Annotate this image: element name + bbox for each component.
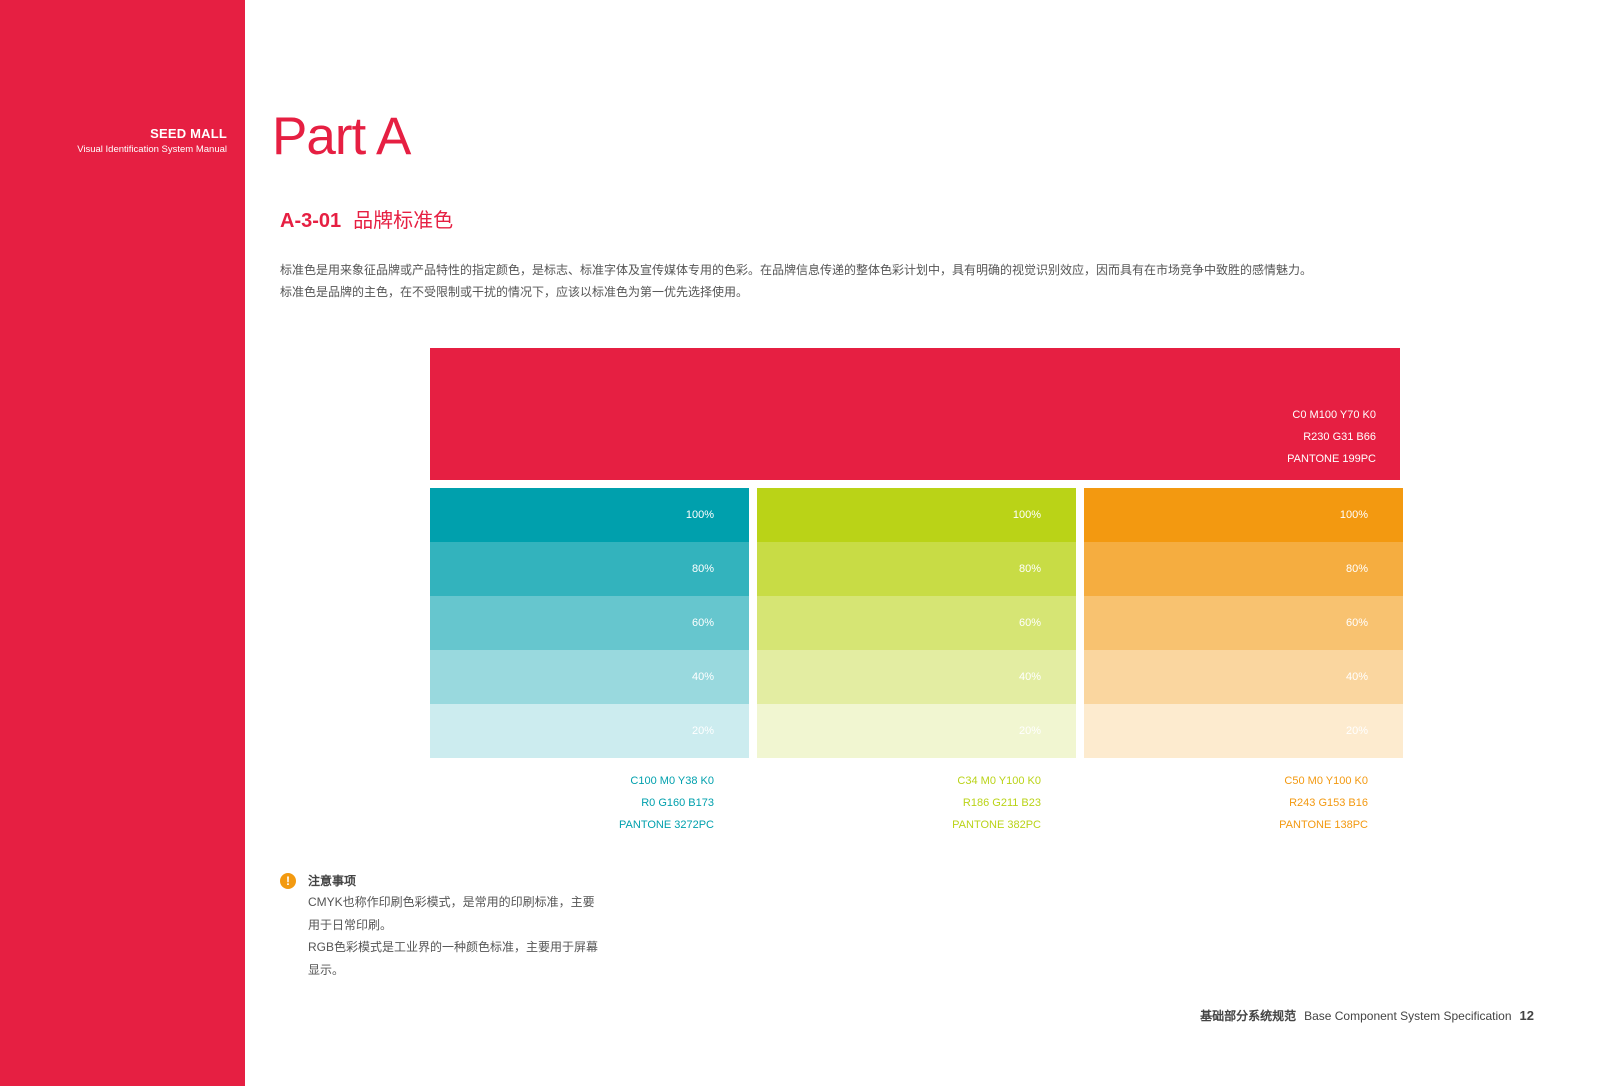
tint-80: 80% <box>430 542 749 596</box>
tint-label: 40% <box>1018 671 1041 683</box>
note-body: CMYK也称作印刷色彩模式，是常用的印刷标准，主要 用于日常印刷。 RGB色彩模… <box>308 891 640 981</box>
note-header: ! 注意事项 <box>280 872 640 889</box>
note-line: 用于日常印刷。 <box>308 917 393 932</box>
teal-cmyk: C100 M0 Y38 K0 <box>630 775 714 787</box>
note-line: RGB色彩模式是工业界的一种颜色标准，主要用于屏幕 <box>308 940 599 954</box>
orange-color-values: C50 M0 Y100 K0 R243 G153 B16 PANTONE 138… <box>1084 770 1403 836</box>
brand-subtitle: Visual Identification System Manual <box>77 144 227 155</box>
note-section: ! 注意事项 CMYK也称作印刷色彩模式，是常用的印刷标准，主要 用于日常印刷。… <box>280 872 640 981</box>
tint-100: 100% <box>430 488 749 542</box>
tint-60: 60% <box>430 596 749 650</box>
tint-label: 80% <box>1018 563 1041 575</box>
intro-line: 标准色是用来象征品牌或产品特性的指定颜色，是标志、标准字体及宣传媒体专用的色彩。… <box>280 263 1313 277</box>
tint-label: 80% <box>691 563 714 575</box>
tint-label: 20% <box>1345 725 1368 737</box>
tint-40: 40% <box>430 650 749 704</box>
footer-title-zh: 基础部分系统规范 <box>1200 1009 1297 1023</box>
tint-80: 80% <box>757 542 1076 596</box>
tint-20: 20% <box>757 704 1076 758</box>
teal-swatch-column: 100% 80% 60% 40% 20% <box>430 488 749 758</box>
tint-60: 60% <box>1084 596 1403 650</box>
intro-line: 标准色是品牌的主色，在不受限制或干扰的情况下，应该以标准色为第一优先选择使用。 <box>280 285 749 299</box>
tint-label: 20% <box>1018 725 1041 737</box>
tint-label: 60% <box>691 617 714 629</box>
tint-40: 40% <box>757 650 1076 704</box>
section-heading: A-3-01 品牌标准色 <box>280 204 453 233</box>
tint-label: 100% <box>1012 509 1041 521</box>
primary-cmyk: C0 M100 Y70 K0 <box>1292 409 1376 421</box>
tint-20: 20% <box>430 704 749 758</box>
green-pantone: PANTONE 382PC <box>952 819 1041 831</box>
tint-80: 80% <box>1084 542 1403 596</box>
footer-title-en: Base Component System Specification <box>1304 1009 1512 1023</box>
orange-rgb: R243 G153 B16 <box>1289 797 1368 809</box>
green-swatch-column: 100% 80% 60% 40% 20% <box>757 488 1076 758</box>
note-title: 注意事项 <box>308 874 357 888</box>
primary-rgb: R230 G31 B66 <box>1303 431 1376 443</box>
tint-label: 100% <box>685 509 714 521</box>
tint-label: 60% <box>1018 617 1041 629</box>
tint-100: 100% <box>1084 488 1403 542</box>
teal-rgb: R0 G160 B173 <box>641 797 714 809</box>
intro-text: 标准色是用来象征品牌或产品特性的指定颜色，是标志、标准字体及宣传媒体专用的色彩。… <box>280 259 1400 303</box>
orange-cmyk: C50 M0 Y100 K0 <box>1284 775 1368 787</box>
green-cmyk: C34 M0 Y100 K0 <box>957 775 1041 787</box>
teal-pantone: PANTONE 3272PC <box>619 819 714 831</box>
note-line: 显示。 <box>308 962 345 977</box>
brand-name: SEED MALL <box>150 126 227 141</box>
orange-swatch-column: 100% 80% 60% 40% 20% <box>1084 488 1403 758</box>
tint-label: 40% <box>691 671 714 683</box>
primary-color-swatch: C0 M100 Y70 K0 R230 G31 B66 PANTONE 199P… <box>430 348 1400 480</box>
teal-color-values: C100 M0 Y38 K0 R0 G160 B173 PANTONE 3272… <box>430 770 749 836</box>
page-number: 12 <box>1519 1008 1534 1023</box>
tint-label: 80% <box>1345 563 1368 575</box>
exclamation-icon: ! <box>280 872 296 889</box>
green-color-values: C34 M0 Y100 K0 R186 G211 B23 PANTONE 382… <box>757 770 1076 836</box>
tint-label: 60% <box>1345 617 1368 629</box>
tint-label: 100% <box>1339 509 1368 521</box>
tint-100: 100% <box>757 488 1076 542</box>
section-code: A-3-01 <box>280 210 342 232</box>
tint-label: 20% <box>691 725 714 737</box>
section-title: 品牌标准色 <box>353 210 454 232</box>
tint-20: 20% <box>1084 704 1403 758</box>
sidebar: SEED MALL Visual Identification System M… <box>0 0 245 1086</box>
orange-pantone: PANTONE 138PC <box>1279 819 1368 831</box>
part-title: Part A <box>272 107 411 166</box>
green-rgb: R186 G211 B23 <box>962 797 1041 809</box>
tint-label: 40% <box>1345 671 1368 683</box>
primary-pantone: PANTONE 199PC <box>1287 453 1376 465</box>
tint-60: 60% <box>757 596 1076 650</box>
primary-color-values: C0 M100 Y70 K0 R230 G31 B66 PANTONE 199P… <box>1287 404 1376 470</box>
footer: 基础部分系统规范 Base Component System Specificat… <box>1200 1007 1534 1024</box>
note-line: CMYK也称作印刷色彩模式，是常用的印刷标准，主要 <box>308 895 595 909</box>
tint-40: 40% <box>1084 650 1403 704</box>
